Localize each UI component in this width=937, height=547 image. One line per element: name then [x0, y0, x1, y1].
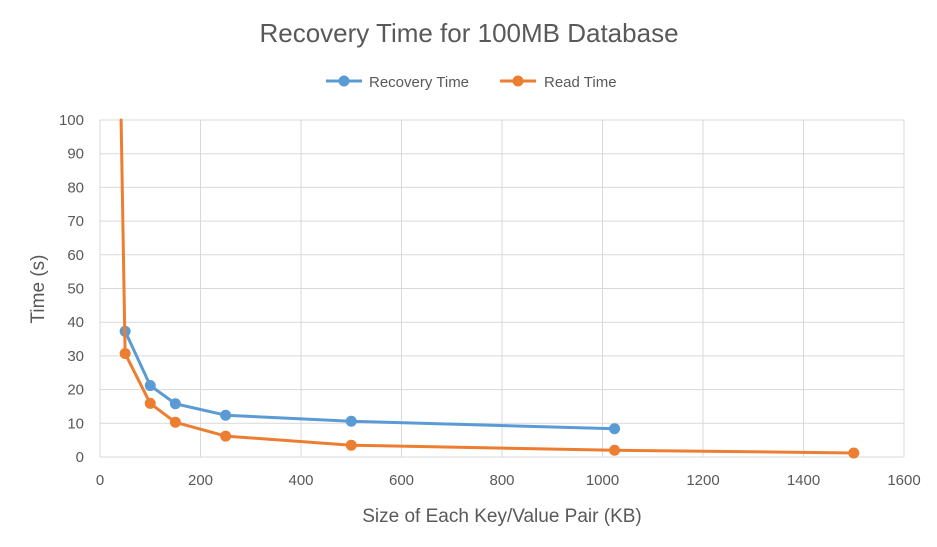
- legend-label-recovery-time: Recovery Time: [369, 74, 469, 91]
- data-point-recovery-time-1: [144, 380, 156, 392]
- x-tick-label-400: 400: [288, 472, 313, 489]
- data-point-read-time-5: [345, 439, 357, 451]
- series-layer: [119, 118, 860, 459]
- series-read-time: [119, 118, 860, 459]
- legend: Recovery Time Read Time: [326, 74, 617, 91]
- y-tick-label-30: 30: [67, 348, 84, 365]
- y-tick-label-60: 60: [67, 247, 84, 264]
- y-axis-label: Time (s): [28, 255, 49, 324]
- legend-marker-read-time: [512, 75, 524, 87]
- y-tick-label-0: 0: [76, 449, 84, 466]
- data-point-recovery-time-4: [345, 415, 357, 427]
- legend-item-read-time: Read Time: [500, 74, 617, 91]
- x-tick-label-1600: 1600: [887, 472, 920, 489]
- series-line-read-time: [119, 118, 856, 455]
- data-point-read-time-2: [144, 397, 156, 409]
- data-point-recovery-time-5: [609, 423, 621, 435]
- y-tick-label-40: 40: [67, 314, 84, 331]
- data-point-read-time-6: [609, 444, 621, 456]
- x-tick-label-1400: 1400: [787, 472, 820, 489]
- data-point-read-time-4: [220, 430, 232, 442]
- gridlines: [99, 119, 905, 458]
- y-tick-label-90: 90: [67, 146, 84, 163]
- y-tick-label-80: 80: [67, 179, 84, 196]
- chart-title: Recovery Time for 100MB Database: [259, 18, 678, 48]
- x-axis-label: Size of Each Key/Value Pair (KB): [362, 506, 642, 527]
- series-line-recovery-time: [123, 329, 617, 431]
- x-axis-ticks: 0 200 400 600 800 1000 1200 1400 1600: [96, 472, 921, 489]
- y-axis-ticks: 0 10 20 30 40 50 60 70 80 90 100: [59, 112, 84, 466]
- x-tick-label-1000: 1000: [586, 472, 619, 489]
- x-tick-label-200: 200: [188, 472, 213, 489]
- y-tick-label-50: 50: [67, 281, 84, 298]
- series-recovery-time: [119, 325, 621, 435]
- x-tick-label-600: 600: [389, 472, 414, 489]
- x-tick-label-0: 0: [96, 472, 104, 489]
- legend-label-read-time: Read Time: [544, 74, 617, 91]
- data-point-read-time-7: [848, 447, 860, 459]
- x-tick-label-1200: 1200: [686, 472, 719, 489]
- x-tick-label-800: 800: [489, 472, 514, 489]
- data-point-recovery-time-2: [169, 398, 181, 410]
- y-tick-label-10: 10: [67, 415, 84, 432]
- data-point-read-time-3: [169, 416, 181, 428]
- y-tick-label-20: 20: [67, 382, 84, 399]
- legend-item-recovery-time: Recovery Time: [326, 74, 469, 91]
- y-tick-label-70: 70: [67, 213, 84, 230]
- data-point-recovery-time-3: [220, 409, 232, 421]
- y-tick-label-100: 100: [59, 112, 84, 129]
- legend-marker-recovery-time: [338, 75, 350, 87]
- data-point-read-time-1: [119, 348, 131, 360]
